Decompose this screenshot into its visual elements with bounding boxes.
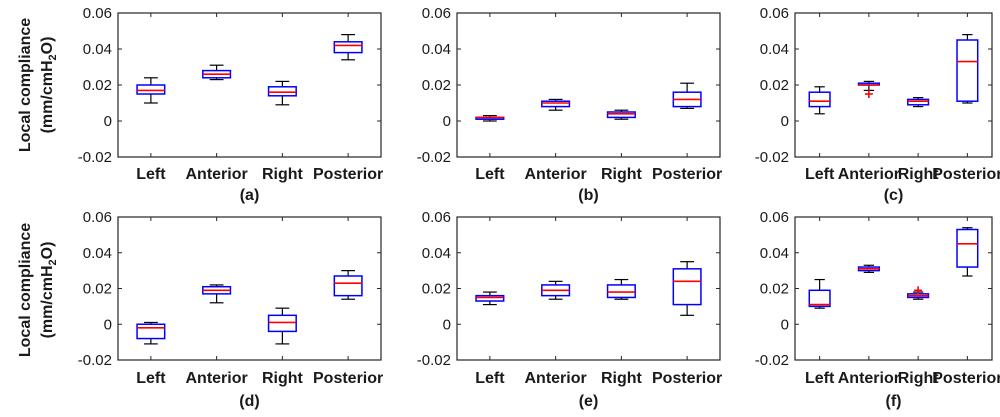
box-left: [136, 84, 166, 95]
axes-frame: [456, 216, 721, 361]
x-category-label: Right: [262, 166, 304, 183]
x-category-label: Right: [262, 370, 304, 387]
x-category-label: Left: [475, 370, 505, 387]
box-posterior: [672, 268, 702, 306]
y-tick-label: -0.02: [78, 149, 112, 166]
x-category-label: Posterior: [652, 166, 722, 183]
box-posterior: [956, 228, 979, 268]
y-tick-label: -0.02: [417, 352, 451, 369]
panel-label: (d): [239, 393, 259, 410]
box-posterior: [333, 41, 363, 54]
box-left: [808, 91, 831, 108]
panel-label: (a): [240, 187, 260, 204]
y-tick-label: 0.04: [83, 41, 112, 58]
box-left: [808, 289, 831, 308]
x-category-label: Posterior: [652, 370, 722, 387]
box-right: [606, 111, 636, 119]
y-tick-label: 0.04: [760, 245, 789, 262]
box-left: [136, 323, 166, 340]
y-tick-label: 0.06: [760, 5, 789, 22]
axes-frame: [794, 216, 993, 361]
y-tick-label: -0.02: [755, 352, 789, 369]
x-category-label: Right: [898, 370, 940, 387]
x-category-label: Posterior: [932, 166, 1000, 183]
x-category-label: Anterior: [186, 166, 248, 183]
x-category-label: Posterior: [932, 370, 1000, 387]
box-left: [475, 294, 505, 302]
box-right: [606, 284, 636, 299]
x-category-label: Anterior: [186, 370, 248, 387]
box-posterior: [333, 275, 363, 297]
panel-f: -0.02 0 0.02 0.04 0.06 Left AnteriorRightPoste…: [755, 209, 1000, 410]
x-category-label: Posterior: [313, 370, 383, 387]
y-tick-label: 0: [104, 316, 112, 333]
x-category-label: Anterior: [838, 370, 900, 387]
y-tick-label: 0.02: [760, 281, 789, 298]
y-tick-label: 0.02: [83, 77, 112, 94]
x-category-label: Left: [805, 166, 835, 183]
y-tick-label: 0.02: [760, 77, 789, 94]
y-tick-label: 0.04: [83, 245, 112, 262]
y-tick-label: 0: [443, 113, 451, 130]
y-tick-label: 0: [443, 316, 451, 333]
panel-c: -0.02 0 0.02 0.04 0.06 Left AnteriorRightPoste…: [755, 5, 1000, 204]
axes-frame: [456, 12, 721, 158]
panel-label: (b): [578, 187, 598, 204]
y-tick-label: 0.06: [422, 209, 451, 226]
y-tick-label: -0.02: [78, 352, 112, 369]
panel-e: -0.02 0 0.02 0.04 0.06 Left Anterior Right Poste…: [417, 209, 722, 410]
x-category-label: Anterior: [525, 370, 587, 387]
y-tick-label: 0.04: [422, 245, 451, 262]
y-tick-label: 0: [104, 113, 112, 130]
y-tick-label: 0.04: [760, 41, 789, 58]
y-tick-label: 0.06: [83, 209, 112, 226]
panel-label: (e): [579, 393, 599, 410]
x-category-label: Left: [475, 166, 505, 183]
x-category-label: Left: [805, 370, 835, 387]
x-category-label: Anterior: [525, 166, 587, 183]
box-right: [267, 86, 297, 97]
y-axis-label: Local compliance (mm/cmH2O): [17, 223, 59, 357]
panel-b: -0.02 0 0.02 0.04 0.06 Left Anterior Right Poste…: [417, 5, 722, 204]
y-tick-label: 0.02: [83, 281, 112, 298]
x-category-label: Right: [601, 166, 643, 183]
panel-d: -0.02 0 0.02 0.04 0.06 Left Anterior Right Poste…: [78, 209, 383, 410]
y-tick-label: -0.02: [755, 149, 789, 166]
panel-a: -0.02 0 0.02 0.04 0.06 Left Anterior Right Poste…: [78, 5, 383, 204]
box-right: [267, 314, 297, 333]
y-tick-label: 0.02: [422, 77, 451, 94]
y-tick-label: 0.04: [422, 41, 451, 58]
y-tick-label: 0.06: [83, 5, 112, 22]
y-tick-label: -0.02: [417, 149, 451, 166]
x-category-label: Right: [601, 370, 643, 387]
y-tick-label: 0: [781, 316, 789, 333]
panel-label: (f): [886, 393, 902, 410]
y-tick-label: 0.06: [422, 5, 451, 22]
x-category-label: Left: [136, 370, 166, 387]
panel-label: (c): [884, 187, 904, 204]
x-category-label: Anterior: [838, 166, 900, 183]
y-tick-label: 0: [781, 113, 789, 130]
box-anterior: [541, 100, 571, 108]
x-category-label: Left: [136, 166, 166, 183]
box-posterior: [956, 39, 979, 102]
y-axis-label: Local compliance (mm/cmH2O): [17, 18, 59, 152]
y-tick-label: 0.06: [760, 209, 789, 226]
x-category-label: Posterior: [313, 166, 383, 183]
box-right: [907, 98, 930, 106]
x-category-label: Right: [898, 166, 940, 183]
y-tick-label: 0.02: [422, 281, 451, 298]
